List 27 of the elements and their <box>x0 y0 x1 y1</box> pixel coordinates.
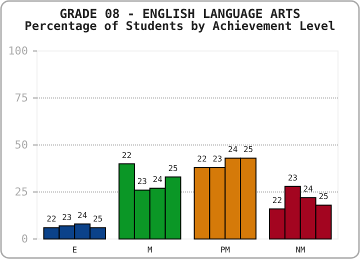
text: 25 <box>243 145 254 154</box>
y-tick-label: 100 <box>8 44 28 58</box>
text: 23 <box>288 173 298 182</box>
x-tick-label: PM <box>220 246 230 255</box>
text: 22 <box>122 150 132 160</box>
series-label: 24 <box>78 210 88 220</box>
text: 22 <box>272 196 282 205</box>
series-label: 23 <box>62 212 72 222</box>
text: 23 <box>212 154 222 164</box>
text: 22 <box>197 154 207 164</box>
text: 25 <box>168 164 178 173</box>
text: 23 <box>137 177 147 186</box>
text: 24 <box>152 175 162 184</box>
y-tick-label: 0 <box>21 232 28 246</box>
series-label: 25 <box>92 214 103 224</box>
series-label: 22 <box>46 214 56 224</box>
y-tick-label: 25 <box>14 186 28 199</box>
text: 24 <box>228 145 238 154</box>
y-tick-label: 50 <box>14 138 28 152</box>
x-tick-label: E <box>72 246 78 255</box>
text: 24 <box>303 184 313 194</box>
text: 25 <box>318 192 328 202</box>
x-tick-label: M <box>147 246 152 255</box>
y-tick-label: 75 <box>14 92 28 105</box>
chart-title: GRADE 08 - ENGLISH LANGUAGE ARTS <box>60 6 300 21</box>
chart-subtitle: Percentage of Students by Achievement Level <box>24 19 336 33</box>
x-tick-label: NM <box>296 246 306 255</box>
